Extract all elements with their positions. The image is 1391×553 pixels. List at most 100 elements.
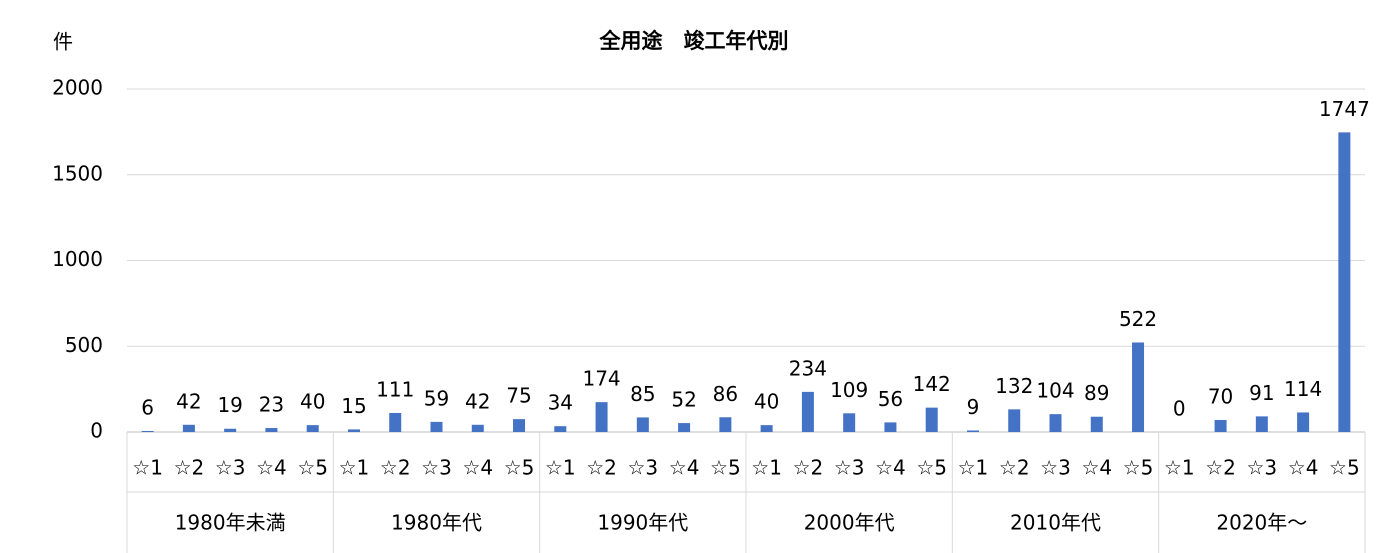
bar [678,423,691,432]
x-tick-label: ☆2 [793,456,824,480]
bar [1049,414,1062,432]
x-tick-label: ☆1 [751,456,782,480]
x-tick-label: ☆4 [462,456,493,480]
y-axis-label: 件 [53,30,73,54]
data-label: 85 [630,382,655,406]
bar [141,430,154,432]
x-tick-label: ☆3 [1247,456,1278,480]
data-label: 1747 [1319,97,1370,121]
y-tick-label: 1500 [52,161,103,185]
x-tick-label: ☆2 [586,456,617,480]
data-label: 89 [1084,381,1109,405]
x-tick-label: ☆4 [1288,456,1319,480]
x-tick-label: ☆3 [421,456,452,480]
bar [1255,416,1268,432]
data-label: 75 [506,384,531,408]
data-label: 42 [465,389,490,413]
data-label: 86 [713,382,738,406]
x-tick-label: ☆3 [834,456,865,480]
x-tick-label: ☆4 [875,456,906,480]
x-tick-label: ☆5 [297,456,328,480]
x-tick-label: ☆5 [1123,456,1154,480]
bar [1297,412,1310,432]
bar [719,417,732,432]
bar [265,428,278,432]
bar [554,426,567,432]
data-label: 109 [830,378,868,402]
bar [389,412,402,432]
bar [1132,342,1145,432]
y-tick-label: 1000 [52,247,103,271]
x-tick-label: ☆5 [916,456,947,480]
x-tick-label: ☆5 [710,456,741,480]
data-label: 6 [141,395,154,419]
x-tick-label: ☆5 [504,456,535,480]
bar [224,428,237,432]
data-label: 42 [176,389,201,413]
bar [430,421,443,432]
x-tick-label: ☆4 [256,456,287,480]
y-tick-label: 0 [90,419,103,443]
group-label: 2000年代 [804,511,895,535]
bar [1008,409,1021,432]
bar [636,417,649,432]
data-label: 15 [341,394,366,418]
group-label: 1990年代 [597,511,688,535]
x-tick-label: ☆1 [1164,456,1195,480]
data-label: 114 [1284,377,1322,401]
data-label: 142 [913,372,951,396]
x-tick-label: ☆1 [132,456,163,480]
bar [595,402,608,432]
data-label: 56 [878,387,903,411]
bar [471,424,484,432]
data-label: 40 [300,390,325,414]
group-label: 1980年代 [391,511,482,535]
bar [1214,419,1227,432]
bar [1090,416,1103,432]
data-label: 174 [582,367,620,391]
data-label: 70 [1208,384,1233,408]
bar [347,429,360,432]
x-tick-label: ☆4 [669,456,700,480]
data-label: 111 [376,377,414,401]
bar [925,407,938,432]
x-tick-label: ☆1 [958,456,989,480]
x-tick-label: ☆1 [339,456,370,480]
chart-title: 全用途 竣工年代別 [599,29,789,53]
x-tick-label: ☆1 [545,456,576,480]
bar [513,419,526,432]
data-label: 40 [754,390,779,414]
data-label: 132 [995,374,1033,398]
data-label: 522 [1119,307,1157,331]
data-label: 0 [1173,397,1186,421]
data-label: 59 [424,386,449,410]
x-tick-label: ☆2 [1205,456,1236,480]
data-label: 23 [259,393,284,417]
y-tick-label: 500 [65,333,103,357]
bar [182,424,195,432]
data-label: 34 [548,391,573,415]
data-label: 104 [1036,379,1074,403]
bar [801,391,814,432]
data-label: 52 [671,388,696,412]
x-tick-label: ☆5 [1329,456,1360,480]
x-tick-label: ☆3 [1040,456,1071,480]
bar [760,425,773,432]
group-label: 2020年～ [1216,511,1307,535]
data-label: 19 [217,393,242,417]
bar [843,413,856,432]
bar [1338,132,1351,432]
data-label: 91 [1249,381,1274,405]
group-label: 1980年未満 [175,511,286,535]
x-tick-label: ☆2 [999,456,1030,480]
x-tick-label: ☆3 [215,456,246,480]
bar [884,422,897,432]
y-tick-label: 2000 [52,76,103,100]
x-tick-label: ☆2 [174,456,205,480]
bar [966,430,979,432]
x-tick-label: ☆4 [1081,456,1112,480]
data-label: 234 [789,356,827,380]
x-tick-label: ☆2 [380,456,411,480]
group-label: 2010年代 [1010,511,1101,535]
